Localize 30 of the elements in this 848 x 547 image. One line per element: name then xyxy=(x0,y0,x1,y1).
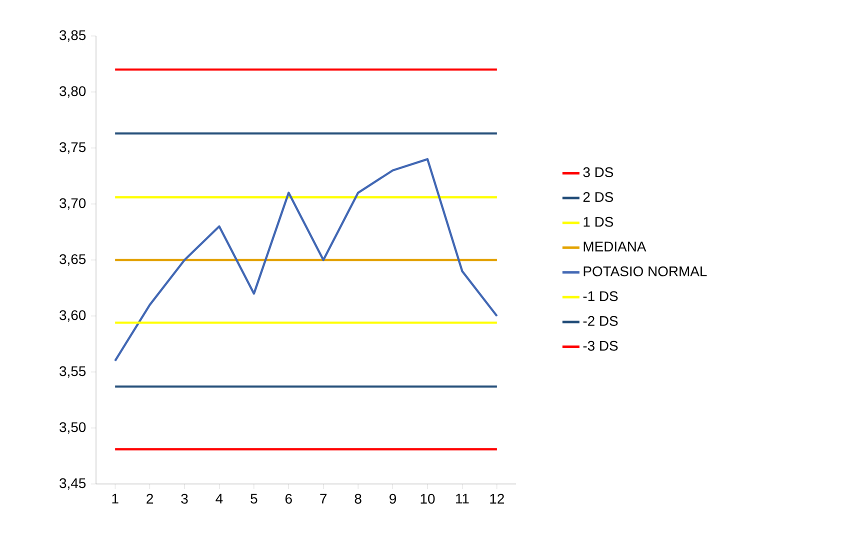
y-tick-label: 3,80 xyxy=(60,86,86,98)
x-tick-label: 2 xyxy=(146,494,153,504)
x-tick-label: 10 xyxy=(420,494,435,504)
y-tick-label: 3,75 xyxy=(60,142,86,154)
x-tick-label: 5 xyxy=(250,494,258,504)
x-tick-label: 3 xyxy=(181,494,188,504)
legend-label: 2 DS xyxy=(583,192,614,202)
legend-label: 1 DS xyxy=(584,216,614,227)
legend-label: 3 DS xyxy=(583,167,614,178)
legend-label: -3 DS xyxy=(583,340,618,351)
y-tick-label: 3,45 xyxy=(60,478,86,490)
x-tick-label: 11 xyxy=(456,494,469,504)
y-tick-label: 3,50 xyxy=(60,422,86,434)
x-tick-label: 9 xyxy=(390,494,396,504)
y-tick-label: 3,55 xyxy=(60,366,86,378)
x-tick-label: 12 xyxy=(490,494,504,504)
x-tick-label: 7 xyxy=(320,494,327,504)
y-tick-label: 3,85 xyxy=(60,30,86,42)
y-tick-label: 3,70 xyxy=(60,198,86,210)
x-tick-label: 6 xyxy=(285,494,292,504)
x-tick-label: 4 xyxy=(216,494,223,504)
y-tick-label: 3,60 xyxy=(60,310,86,322)
legend-label: MEDIANA xyxy=(584,242,646,252)
legend-label: -1 DS xyxy=(583,291,618,302)
y-tick-label: 3,65 xyxy=(60,254,86,266)
x-tick-label: 8 xyxy=(354,494,362,504)
line-series xyxy=(114,158,498,362)
x-tick-label: 1 xyxy=(112,494,118,504)
legend-label: POTASIO NORMAL xyxy=(584,266,707,276)
legend-label: -2 DS xyxy=(583,316,618,326)
